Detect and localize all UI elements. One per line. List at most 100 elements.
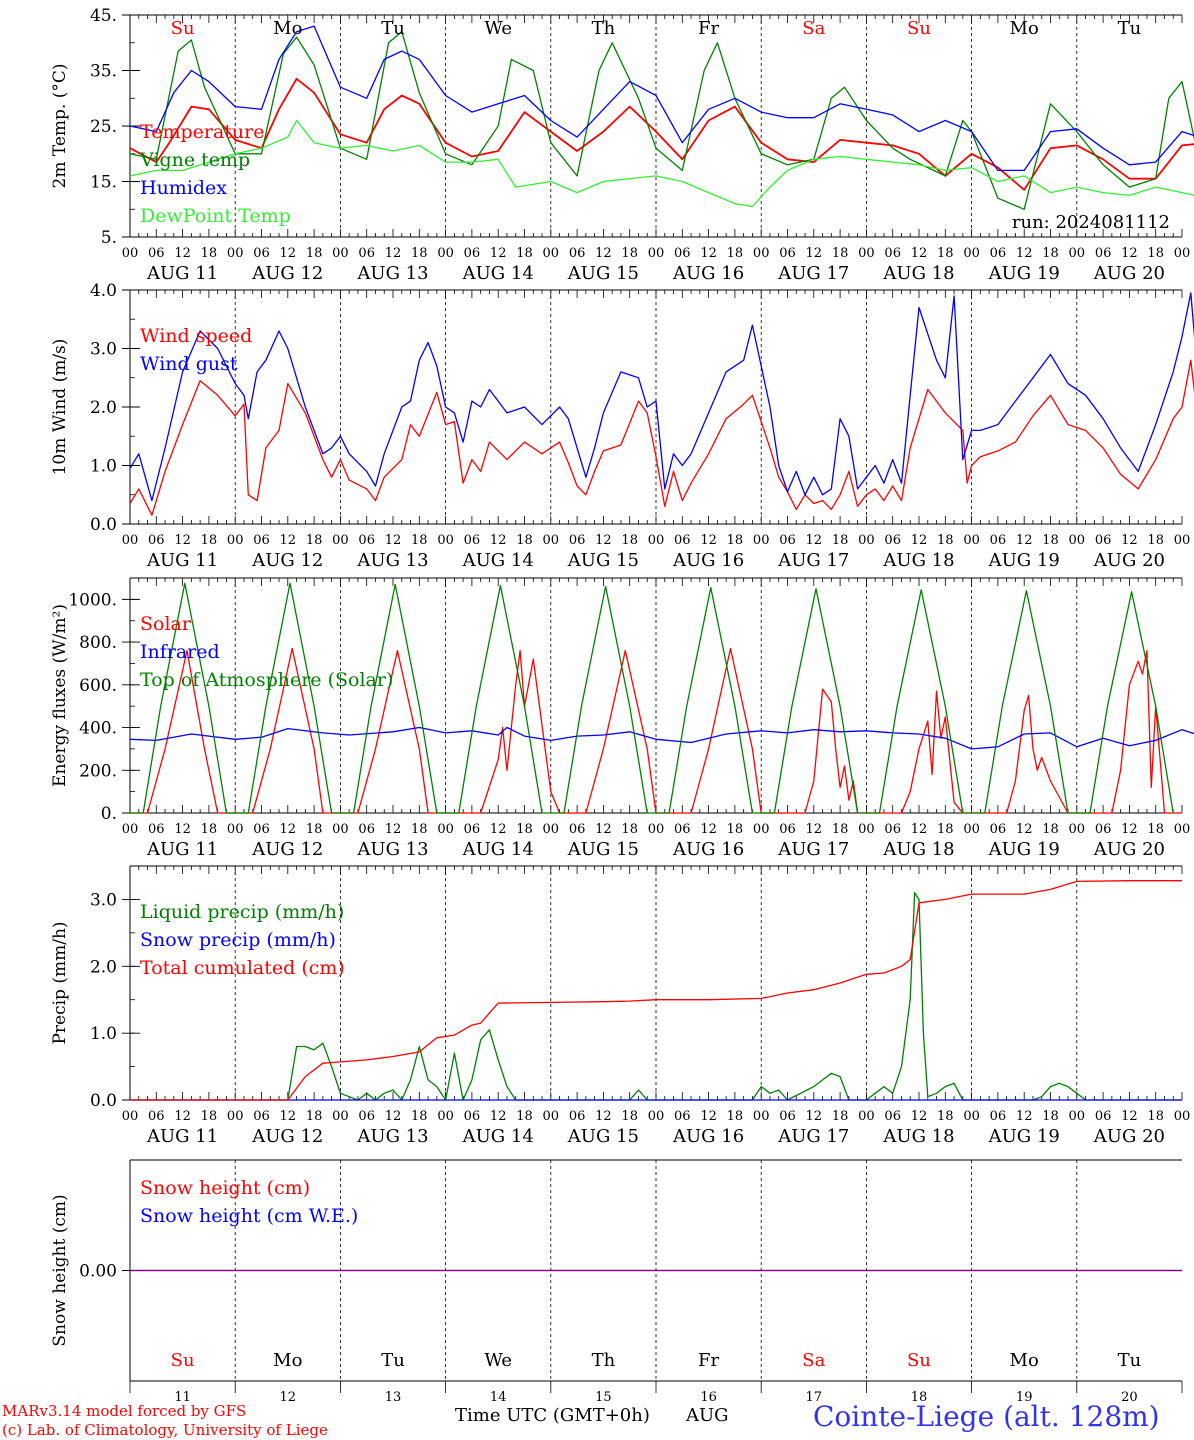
panel2-hour-label: 06 [358, 822, 375, 837]
weekday-label: We [484, 1350, 512, 1371]
panel2-y-axis-title: Energy fluxes (W/m²) [50, 604, 70, 787]
panel1-y-tick-label: 2.0 [90, 398, 117, 418]
panel2-hour-label: 12 [595, 822, 612, 837]
panel2-hour-label: 06 [674, 822, 691, 837]
panel3-hour-label: 18 [201, 1109, 218, 1124]
panel3-hour-label: 18 [516, 1109, 533, 1124]
weekday-label: Mo [1010, 1350, 1039, 1371]
panel0-hour-label: 12 [700, 246, 717, 261]
legend-solar: Solar [140, 613, 192, 635]
panel0-day-label: AUG 19 [988, 263, 1060, 284]
panel1-hour-label: 18 [1042, 533, 1059, 548]
panel3-hour-label: 00 [227, 1109, 244, 1124]
panel2-hour-label: 06 [253, 822, 270, 837]
panel1-hour-label: 00 [332, 533, 349, 548]
panel4-y-tick-label: 0.00 [79, 1262, 117, 1282]
panel2-hour-label: 12 [700, 822, 717, 837]
panel0-day-label: AUG 15 [567, 263, 639, 284]
panel2-hour-label: 18 [832, 822, 849, 837]
panel0-hour-label: 06 [674, 246, 691, 261]
panel0-hour-label: 06 [464, 246, 481, 261]
panel1-hour-label: 06 [358, 533, 375, 548]
panel0-hour-label: 06 [253, 246, 270, 261]
x-axis-month: AUG [686, 1405, 729, 1426]
panel2-hour-label: 12 [385, 822, 402, 837]
panel3-hour-label: 00 [648, 1109, 665, 1124]
panel1-hour-label: 18 [306, 533, 323, 548]
panel2-hour-label: 00 [227, 822, 244, 837]
legend-vigne-temp: Vigne temp [139, 149, 250, 171]
panel0-y-tick-label: 25. [90, 117, 117, 137]
panel3-hour-label: 06 [148, 1109, 165, 1124]
panel3-day-label: AUG 20 [1093, 1126, 1165, 1147]
panel2-hour-label: 12 [280, 822, 297, 837]
panel3-hour-label: 18 [411, 1109, 428, 1124]
panel0-hour-label: 06 [569, 246, 586, 261]
panel2-hour-label: 00 [332, 822, 349, 837]
panel0-hour-label: 06 [779, 246, 796, 261]
panel1-hour-label: 06 [464, 533, 481, 548]
panel3-y-tick-label: 1.0 [90, 1024, 117, 1044]
panel0-hour-label: 18 [516, 246, 533, 261]
panel1-hour-label: 00 [227, 533, 244, 548]
panel3-hour-label: 06 [464, 1109, 481, 1124]
panel0-hour-label: 06 [884, 246, 901, 261]
panel0-hour-label: 00 [227, 246, 244, 261]
legend-wind-gust: Wind gust [140, 353, 238, 375]
weekday-label: Fr [698, 18, 719, 39]
panel3-hour-label: 00 [543, 1109, 560, 1124]
panel2-day-label: AUG 12 [251, 839, 323, 860]
panel0-hour-label: 18 [1147, 246, 1164, 261]
panel2-hour-label: 12 [1016, 822, 1033, 837]
panel1-hour-label: 00 [648, 533, 665, 548]
panel3-day-label: AUG 13 [356, 1126, 428, 1147]
panel1-hour-label: 18 [201, 533, 218, 548]
panel0-hour-label: 18 [306, 246, 323, 261]
panel1-hour-label: 06 [779, 533, 796, 548]
panel1-day-label: AUG 20 [1093, 550, 1165, 571]
panel1-hour-label: 06 [990, 533, 1007, 548]
legend-humidex: Humidex [140, 177, 227, 199]
panel1-day-label: AUG 15 [567, 550, 639, 571]
panel0-hour-label: 18 [201, 246, 218, 261]
day-number-label: 12 [280, 1390, 297, 1405]
weekday-label: Sa [802, 18, 825, 39]
series-line-infrared [129, 726, 1194, 750]
panel0-hour-label: 12 [1016, 246, 1033, 261]
panel2-hour-label: 12 [911, 822, 928, 837]
panel2-hour-label: 00 [1174, 822, 1191, 837]
panel1-hour-label: 18 [621, 533, 638, 548]
panel1-hour-label: 06 [884, 533, 901, 548]
panel2-y-tick-label: 800. [79, 633, 117, 653]
panel0-hour-label: 06 [358, 246, 375, 261]
panel1-hour-label: 18 [727, 533, 744, 548]
weekday-label: Tu [381, 1350, 405, 1371]
panel1-day-label: AUG 16 [672, 550, 744, 571]
panel3-y-tick-label: 0.0 [90, 1091, 117, 1111]
panel1-hour-label: 00 [963, 533, 980, 548]
series-line-dewpoint-temp [129, 119, 1194, 208]
panel3-hour-label: 00 [437, 1109, 454, 1124]
panel1-hour-label: 00 [543, 533, 560, 548]
panel0-hour-label: 00 [648, 246, 665, 261]
panel3-hour-label: 06 [253, 1109, 270, 1124]
panel3-hour-label: 18 [306, 1109, 323, 1124]
series-line-liquid-precip-mm-h [130, 892, 1182, 1101]
panel1-y-tick-label: 4.0 [90, 281, 117, 301]
panel1-day-label: AUG 14 [462, 550, 534, 571]
panel3-hour-label: 18 [937, 1109, 954, 1124]
panel3-hour-label: 12 [174, 1109, 191, 1124]
panel0-y-axis-title: 2m Temp. (°C) [50, 63, 70, 188]
legend-liquid-precip-mm-h: Liquid precip (mm/h) [140, 901, 344, 923]
panel1-hour-label: 00 [122, 533, 139, 548]
panel3-hour-label: 00 [858, 1109, 875, 1124]
panel1-y-tick-label: 0.0 [90, 515, 117, 535]
panel1-hour-label: 12 [911, 533, 928, 548]
panel0-hour-label: 12 [595, 246, 612, 261]
panel3-hour-label: 06 [358, 1109, 375, 1124]
panel2-hour-label: 00 [437, 822, 454, 837]
panel2-day-label: AUG 11 [146, 839, 218, 860]
weekday-label: Sa [802, 1350, 825, 1371]
panel2-hour-label: 06 [990, 822, 1007, 837]
panel2-day-label: AUG 18 [882, 839, 954, 860]
